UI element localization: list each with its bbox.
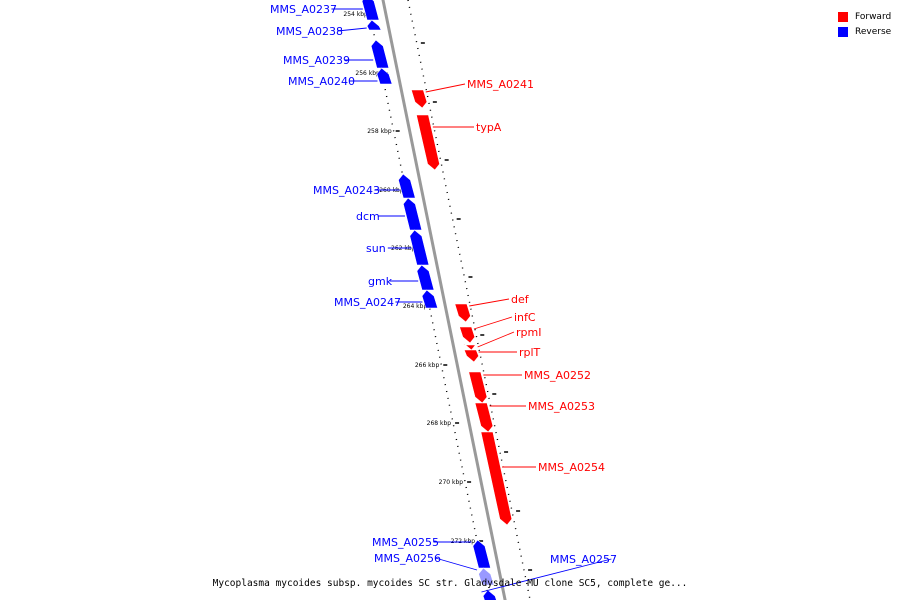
gene-arrow-rpmi — [462, 343, 477, 351]
gene-label-mms_a0252: MMS_A0252 — [524, 369, 591, 382]
legend-item-forward: Forward — [838, 9, 891, 24]
gene-label-infc: infC — [514, 311, 536, 324]
gene-arrow-gmk — [416, 264, 435, 291]
tick-label: 272 kbp — [451, 538, 476, 545]
backbone-line — [381, 0, 507, 600]
gene-label-dcm: dcm — [356, 210, 380, 223]
tick-label: 258 kbp — [367, 128, 392, 135]
tick-label: 262 kbp — [391, 245, 416, 252]
gene-label-typa: typA — [476, 121, 502, 134]
map-caption: Mycoplasma mycoides subsp. mycoides SC s… — [212, 578, 688, 589]
gene-arrow-mms_a0238 — [366, 19, 382, 31]
gene-label-mms_a0240: MMS_A0240 — [288, 75, 355, 88]
gene-label-sun: sun — [366, 242, 386, 255]
tick-label: 270 kbp — [439, 479, 464, 486]
gene-arrow-typa — [416, 114, 440, 171]
gene-label-mms_a0257: MMS_A0257 — [550, 553, 617, 566]
gene-label-mms_a0239: MMS_A0239 — [283, 54, 350, 67]
gene-arrow-mms_a0257 — [482, 589, 497, 600]
gene-leader-line — [435, 557, 478, 571]
tick-label: 264 kbp — [403, 303, 428, 310]
gene-arrow-rplt — [463, 349, 480, 363]
gene-label-mms_a0243: MMS_A0243 — [313, 184, 380, 197]
gene-arrow-mms_a0255 — [472, 539, 491, 569]
forward-swatch — [838, 11, 848, 22]
gene-arrow-mms_a0247 — [421, 289, 439, 309]
gene-leader-line — [469, 298, 510, 307]
legend-label-forward: Forward — [855, 11, 892, 22]
gene-arrow-mms_a0241 — [410, 89, 428, 109]
gene-arrow-def — [454, 303, 471, 323]
gene-label-mms_a0237: MMS_A0237 — [270, 3, 337, 16]
gene-leader-line — [425, 83, 466, 93]
legend: Forward Reverse — [838, 9, 891, 39]
gene-arrow-mms_a0237 — [361, 0, 380, 21]
gene-arrow-mms_a0243 — [398, 173, 416, 199]
gene-arrow-mms_a0252 — [468, 371, 488, 404]
gene-label-mms_a0247: MMS_A0247 — [334, 296, 401, 309]
tick-label: 268 kbp — [427, 420, 452, 427]
gene-leader-line — [473, 316, 513, 330]
gene-arrow-sun — [409, 229, 430, 266]
gene-leader-line — [337, 27, 367, 32]
gene-arrow-mms_a0239 — [370, 39, 390, 69]
gene-label-gmk: gmk — [368, 275, 393, 288]
tick-label: 254 kbp — [343, 11, 368, 18]
gene-label-mms_a0254: MMS_A0254 — [538, 461, 605, 474]
gene-arrow-mms_a0240 — [376, 67, 393, 85]
gene-arrow-mms_a0256 — [478, 567, 495, 586]
gene-arrow-mms_a0254 — [480, 431, 513, 526]
gene-arrow-infc — [459, 326, 476, 344]
tick-label: 256 kbp — [355, 70, 380, 77]
gene-label-mms_a0256: MMS_A0256 — [374, 552, 441, 565]
gene-arrow-mms_a0253 — [474, 402, 494, 433]
gene-label-mms_a0241: MMS_A0241 — [467, 78, 534, 91]
reverse-swatch — [838, 26, 848, 37]
legend-label-reverse: Reverse — [855, 26, 892, 37]
gene-leader-line — [481, 558, 612, 593]
gene-label-mms_a0253: MMS_A0253 — [528, 400, 595, 413]
gene-label-rpmi: rpmI — [516, 326, 541, 339]
gene-label-mms_a0255: MMS_A0255 — [372, 536, 439, 549]
gene-label-def: def — [511, 293, 530, 306]
gene-leader-line — [477, 331, 515, 348]
gene-label-mms_a0238: MMS_A0238 — [276, 25, 343, 38]
legend-item-reverse: Reverse — [838, 24, 891, 39]
tick-label: 260 kbp — [379, 187, 404, 194]
gene-arrow-dcm — [402, 197, 423, 231]
tick-label: 266 kbp — [415, 362, 440, 369]
gene-label-rplt: rplT — [519, 346, 541, 359]
